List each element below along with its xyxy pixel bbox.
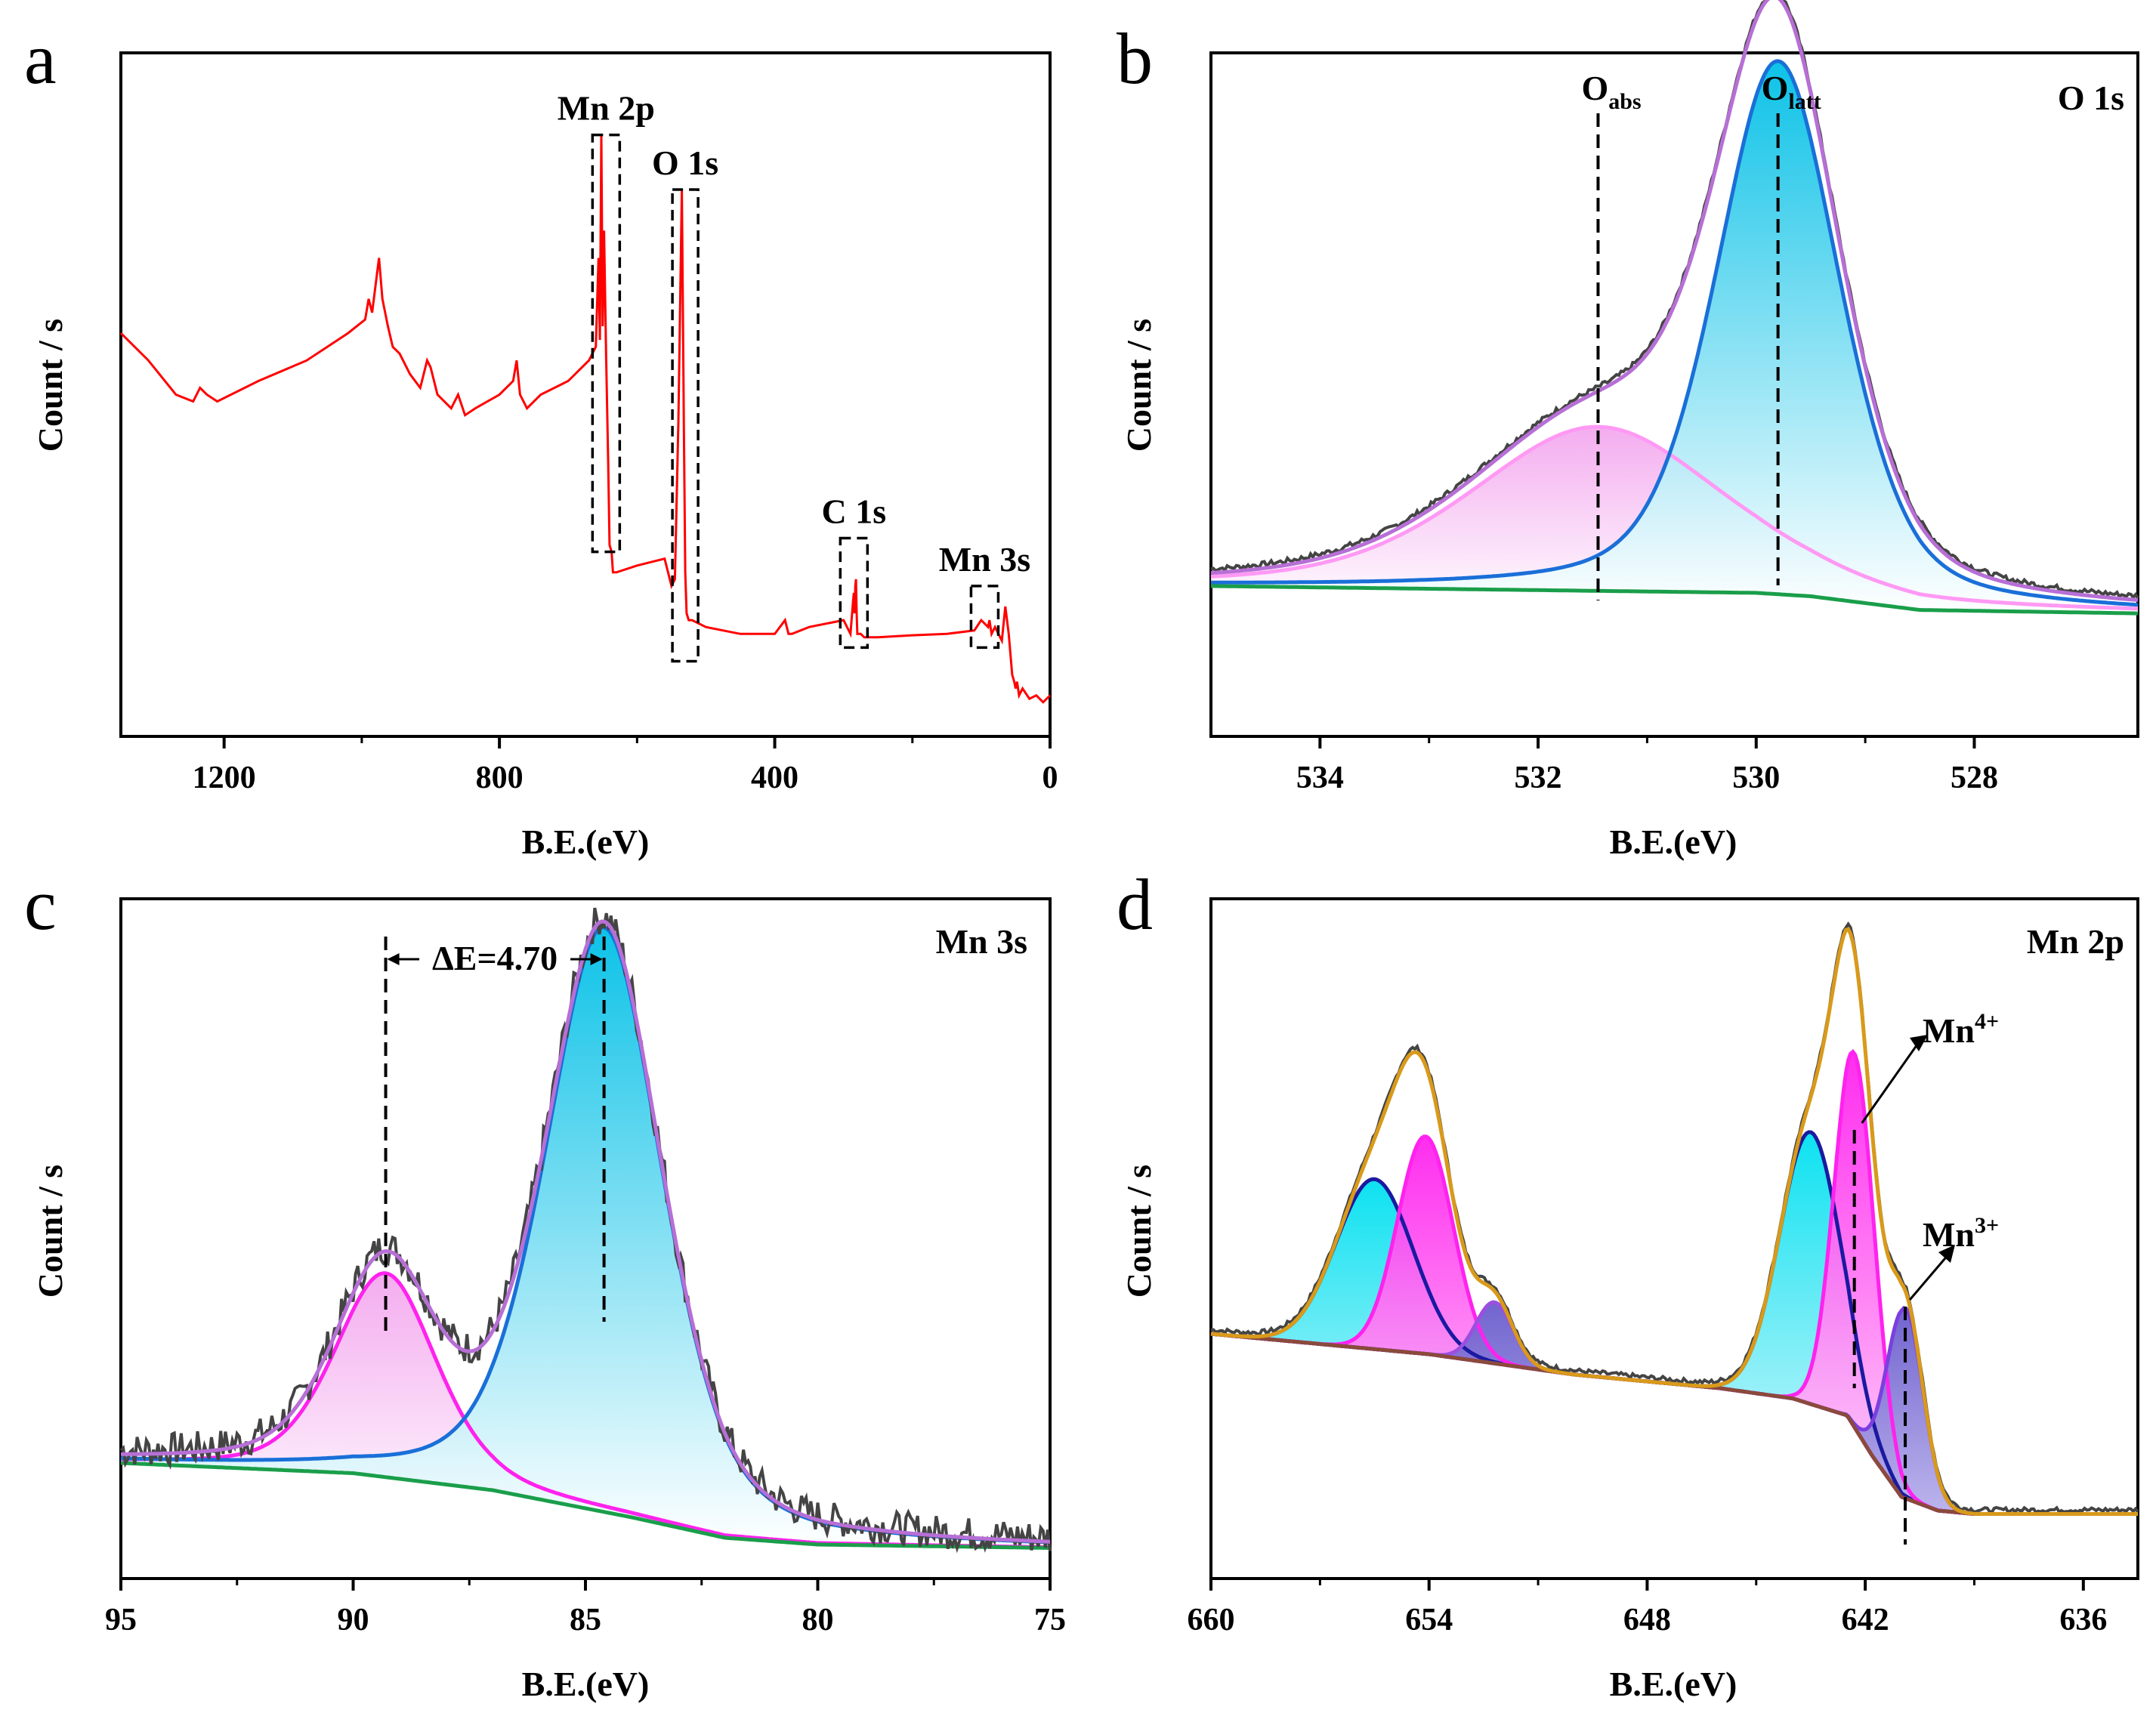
x-tick-label-a: 0 bbox=[1042, 761, 1058, 795]
x-tick-label-d: 642 bbox=[1842, 1603, 1889, 1637]
background-line-d bbox=[1210, 1332, 2138, 1516]
panel-title-b: O 1s bbox=[2058, 79, 2124, 117]
peak-label-a: C 1s bbox=[822, 492, 887, 531]
peak-marker-label-b: Oabs bbox=[1581, 69, 1641, 114]
mn3-arrowhead-d bbox=[1938, 1245, 1955, 1263]
peak-line-b bbox=[1210, 424, 2139, 611]
mn3-arrow-d bbox=[1908, 1253, 1951, 1301]
plot-frame-b bbox=[1209, 51, 2139, 738]
mn4-arrowhead-d bbox=[1910, 1035, 1928, 1051]
background-line-c bbox=[120, 1461, 1050, 1550]
y-axis-title-c: Count / s bbox=[31, 1165, 69, 1298]
x-tick-label-b: 532 bbox=[1515, 761, 1562, 795]
x-tick-label-a: 400 bbox=[751, 761, 798, 795]
peak-box-0 bbox=[591, 133, 622, 554]
delta-arrowhead-c bbox=[590, 953, 603, 965]
plot-area-c: 95 90 85 80 75 ΔE=4.70 bbox=[105, 897, 1066, 1637]
delta-arrowhead-c bbox=[387, 953, 400, 965]
panel-c: c 95 90 85 80 75 ΔE=4.70 B.E.(eV) Count / s M… bbox=[24, 864, 1066, 1703]
panel-label-c: c bbox=[24, 864, 57, 945]
mn4-arrow-d bbox=[1861, 1042, 1920, 1124]
panel-a: a 1200 800 400 0 Mn 2p O 1s C 1s Mn 3s B.E.(eV)… bbox=[24, 18, 1058, 861]
panel-b: b 534 532 530 528 Oabs Olatt B.E.(eV) Count /… bbox=[1117, 0, 2139, 861]
mn4-label-d: Mn4+ bbox=[1923, 1009, 1999, 1050]
x-axis-title-c: B.E.(eV) bbox=[522, 1665, 650, 1703]
x-tick-label-c: 80 bbox=[802, 1603, 834, 1637]
panel-title-d: Mn 2p bbox=[2027, 922, 2124, 961]
peak-label-a: Mn 2p bbox=[558, 89, 655, 128]
y-axis-title-b: Count / s bbox=[1120, 319, 1158, 452]
peak-fill-c bbox=[121, 1273, 1050, 1548]
plot-area-a: 1200 800 400 0 Mn 2p O 1s C 1s Mn 3s bbox=[119, 51, 1058, 795]
panel-label-a: a bbox=[24, 18, 57, 99]
peak-label-a: Mn 3s bbox=[939, 540, 1030, 579]
peak-fill-d bbox=[1211, 1136, 2138, 1514]
x-axis-title-b: B.E.(eV) bbox=[1610, 823, 1737, 861]
x-tick-label-c: 95 bbox=[105, 1603, 137, 1637]
y-axis-title-a: Count / s bbox=[31, 319, 69, 452]
envelope-line-d bbox=[1210, 927, 2138, 1516]
delta-label-c: ΔE=4.70 bbox=[432, 939, 558, 977]
x-tick-label-d: 636 bbox=[2059, 1603, 2107, 1637]
peak-box-3 bbox=[969, 585, 1000, 650]
plot-frame-d bbox=[1209, 897, 2139, 1580]
x-tick-label-d: 648 bbox=[1623, 1603, 1671, 1637]
plot-area-d: 660 654 648 642 636 Mn4+ Mn3+ bbox=[1188, 897, 2139, 1637]
x-tick-label-b: 534 bbox=[1296, 761, 1344, 795]
y-axis-title-d: Count / s bbox=[1120, 1165, 1158, 1298]
plot-frame-a bbox=[119, 51, 1052, 738]
delta-label-bg-c bbox=[419, 937, 571, 970]
x-tick-label-c: 85 bbox=[570, 1603, 601, 1637]
panel-label-b: b bbox=[1117, 18, 1153, 99]
peak-label-a: O 1s bbox=[652, 144, 718, 182]
x-tick-label-b: 530 bbox=[1732, 761, 1780, 795]
panel-d: d 660 654 648 642 636 Mn4+ Mn3+ B.E.(eV) Count… bbox=[1117, 864, 2139, 1703]
x-tick-label-b: 528 bbox=[1951, 761, 1998, 795]
envelope-line-c bbox=[120, 919, 1051, 1544]
x-tick-label-c: 90 bbox=[338, 1603, 369, 1637]
peak-fill-c bbox=[121, 927, 1050, 1548]
x-tick-label-c: 75 bbox=[1034, 1603, 1066, 1637]
plot-area-b: 534 532 530 528 Oabs Olatt bbox=[1209, 0, 2139, 795]
x-tick-label-d: 660 bbox=[1188, 1603, 1235, 1637]
peak-line-b bbox=[1211, 59, 2139, 607]
peak-fill-b bbox=[1211, 61, 2138, 614]
x-tick-label-d: 654 bbox=[1405, 1603, 1453, 1637]
x-axis-title-d: B.E.(eV) bbox=[1610, 1665, 1737, 1703]
panel-title-c: Mn 3s bbox=[936, 922, 1027, 961]
x-tick-label-a: 1200 bbox=[193, 761, 256, 795]
x-axis-title-a: B.E.(eV) bbox=[522, 823, 650, 861]
x-tick-label-a: 800 bbox=[476, 761, 524, 795]
peak-box-2 bbox=[839, 536, 870, 650]
panel-label-d: d bbox=[1117, 864, 1153, 945]
background-line-b bbox=[1211, 584, 2138, 616]
peak-marker-label-b: Olatt bbox=[1762, 69, 1821, 114]
series-line-survey bbox=[119, 134, 1052, 704]
mn3-label-d: Mn3+ bbox=[1923, 1213, 1999, 1254]
envelope-line-b bbox=[1210, 0, 2139, 602]
